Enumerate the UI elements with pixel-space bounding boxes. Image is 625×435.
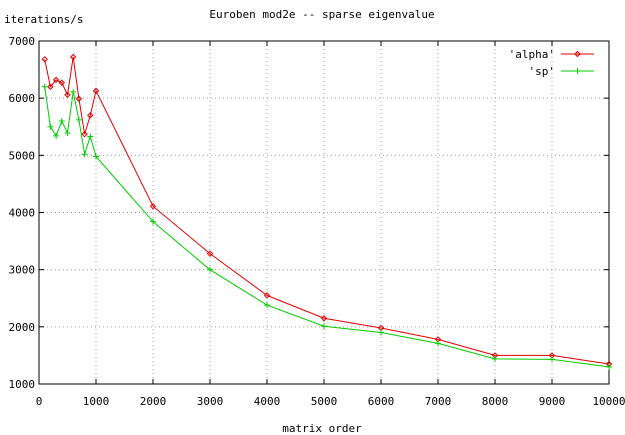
data-point (264, 302, 270, 309)
series-line (44, 56, 610, 365)
legend-label: 'alpha' (509, 48, 555, 61)
plot-frame (38, 40, 610, 385)
data-point (150, 218, 156, 225)
data-point (206, 250, 214, 257)
x-tick-label: 2000 (140, 395, 167, 408)
series-1 (41, 83, 612, 370)
x-tick-label: 4000 (254, 395, 281, 408)
x-tick-label: 0 (36, 395, 43, 408)
legend-entry: 'alpha' (509, 48, 594, 61)
data-point (149, 203, 157, 210)
x-tick-label: 5000 (311, 395, 338, 408)
data-point (320, 315, 328, 322)
data-point (58, 118, 65, 125)
data-point (70, 88, 77, 95)
data-point (47, 83, 54, 90)
data-point (52, 76, 60, 84)
legend-marker (574, 50, 581, 58)
series-0 (41, 53, 613, 368)
data-point (58, 79, 66, 86)
y-axis-label: iterations/s (4, 13, 83, 26)
data-point (75, 116, 82, 123)
axis-ticks: 0 1000 2000 3000 4000 5000 6000 7000 8000 9000 100… (9, 35, 625, 408)
data-point (64, 91, 71, 98)
y-tick-label: 7000 (9, 35, 36, 48)
y-tick-label: 6000 (9, 92, 36, 105)
chart-title: Euroben mod2e -- sparse eigenvalue (209, 8, 434, 21)
y-tick-label: 2000 (9, 321, 36, 334)
x-tick-label: 3000 (197, 395, 224, 408)
y-tick-label: 5000 (9, 149, 36, 162)
data-point (93, 153, 99, 160)
data-point (435, 340, 441, 347)
data-point (41, 83, 48, 90)
data-point (263, 292, 271, 299)
data-point (321, 323, 327, 330)
data-point (47, 123, 54, 130)
data-point (69, 53, 77, 61)
data-point (81, 130, 88, 138)
data-point (87, 133, 94, 140)
data-point (492, 355, 498, 362)
data-point (378, 329, 384, 336)
series-line (44, 86, 610, 368)
x-tick-label: 1000 (83, 395, 110, 408)
x-tick-label: 8000 (482, 395, 509, 408)
legend-entry: 'sp' (529, 65, 594, 78)
data-point (549, 356, 555, 363)
legend: 'alpha' 'sp' (509, 48, 594, 78)
data-point (606, 363, 612, 370)
series-layer (41, 53, 613, 370)
data-point (207, 266, 213, 273)
data-point (87, 112, 94, 119)
data-point (75, 95, 83, 102)
x-tick-label: 6000 (368, 395, 395, 408)
grid (39, 41, 609, 384)
x-axis-label: matrix order (282, 422, 362, 435)
data-point (64, 130, 71, 137)
data-point (53, 132, 60, 139)
y-tick-label: 4000 (9, 207, 36, 220)
y-tick-label: 3000 (9, 264, 36, 277)
x-tick-label: 7000 (425, 395, 452, 408)
legend-label: 'sp' (529, 65, 556, 78)
data-point (92, 87, 100, 94)
legend-marker (574, 68, 581, 74)
data-point (81, 151, 88, 158)
y-tick-label: 1000 (9, 378, 36, 391)
data-point (41, 56, 48, 63)
x-tick-label: 9000 (539, 395, 566, 408)
x-tick-label: 10000 (592, 395, 625, 408)
